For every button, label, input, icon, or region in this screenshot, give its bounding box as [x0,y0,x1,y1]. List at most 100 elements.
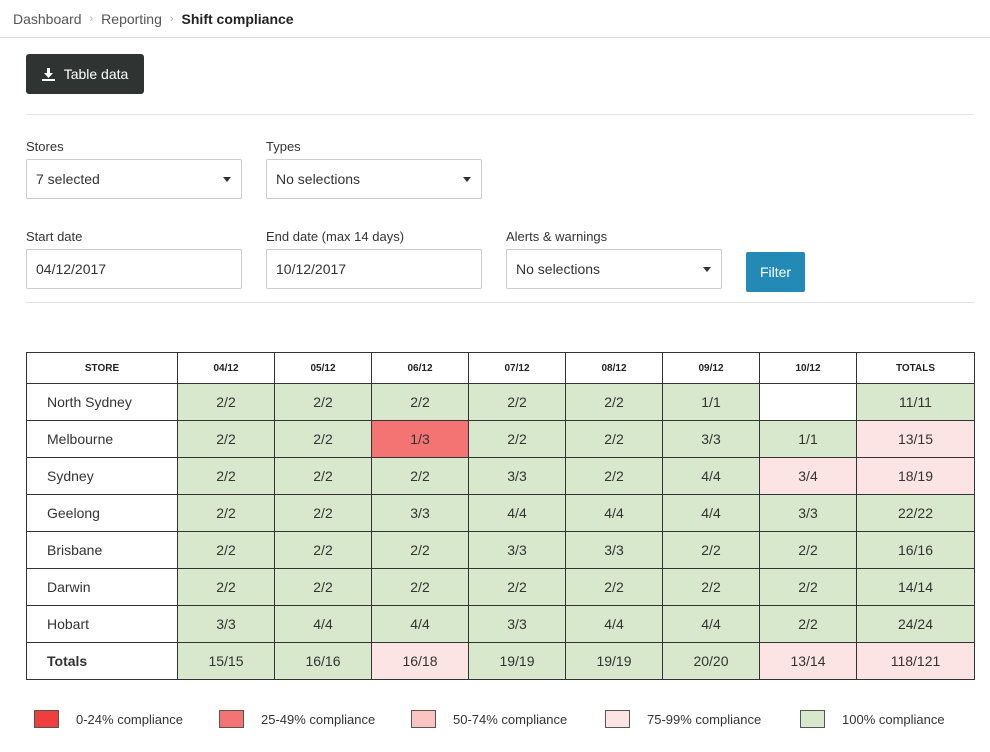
legend-label: 75-99% compliance [647,711,762,727]
compliance-cell: 3/3 [371,494,469,532]
end-date-label: End date (max 14 days) [266,229,405,244]
legend-item: 0-24% compliance [34,710,183,728]
types-label: Types [266,139,301,154]
compliance-cell: 118/121 [856,642,975,680]
table-row: Sydney 2/2 2/2 2/2 3/3 2/2 4/4 3/4 18/19 [26,457,975,495]
compliance-cell: 2/2 [177,383,275,421]
compliance-cell: 2/2 [177,531,275,569]
compliance-cell: 3/3 [759,494,857,532]
compliance-cell: 2/2 [565,383,663,421]
compliance-cell: 22/22 [856,494,975,532]
breadcrumb-current: Shift compliance [181,10,294,27]
legend-swatch [605,710,630,728]
alerts-label: Alerts & warnings [506,229,608,244]
types-select[interactable]: No selections [266,159,482,199]
legend-swatch [411,710,436,728]
compliance-table: STORE 04/12 05/12 06/12 07/12 08/12 09/12 10/12… [26,352,975,680]
chevron-right-icon: › [89,12,94,25]
compliance-cell: 4/4 [274,605,372,643]
compliance-cell: 2/2 [274,494,372,532]
start-date-input[interactable]: 04/12/2017 [26,249,242,289]
compliance-cell: 2/2 [371,531,469,569]
compliance-cell: 2/2 [371,457,469,495]
compliance-cell: 2/2 [759,531,857,569]
compliance-cell: 3/4 [759,457,857,495]
compliance-cell: 2/2 [468,420,566,458]
types-value: No selections [276,171,361,187]
column-header-store: STORE [26,352,178,384]
compliance-cell: 4/4 [662,605,760,643]
compliance-cell: 2/2 [565,420,663,458]
table-data-label: Table data [63,66,129,82]
column-header-date: 06/12 [371,352,469,384]
compliance-cell: 4/4 [662,494,760,532]
chevron-right-icon: › [169,12,174,25]
compliance-cell: 16/16 [274,642,372,680]
caret-down-icon [463,177,471,182]
table-row: Geelong 2/2 2/2 3/3 4/4 4/4 4/4 3/3 22/22 [26,494,975,532]
compliance-cell: 2/2 [468,568,566,606]
breadcrumb-reporting[interactable]: Reporting [101,10,162,27]
compliance-cell: 3/3 [468,457,566,495]
compliance-cell: 14/14 [856,568,975,606]
compliance-cell: 2/2 [177,568,275,606]
compliance-cell: 3/3 [177,605,275,643]
legend-label: 100% compliance [842,711,945,727]
divider [26,114,974,115]
compliance-cell: 2/2 [662,531,760,569]
table-data-button[interactable]: Table data [26,54,144,94]
legend-item: 75-99% compliance [605,710,761,728]
download-icon [41,67,55,81]
compliance-cell: 1/1 [662,383,760,421]
column-header-date: 04/12 [177,352,275,384]
table-header-row: STORE 04/12 05/12 06/12 07/12 08/12 09/12 10/12… [26,352,975,384]
caret-down-icon [703,267,711,272]
end-date-input[interactable]: 10/12/2017 [266,249,482,289]
totals-row: Totals 15/15 16/16 16/18 19/19 19/19 20/20 13/1… [26,642,975,680]
legend-swatch [800,710,825,728]
legend-label: 50-74% compliance [453,711,568,727]
compliance-cell: 16/18 [371,642,469,680]
stores-label: Stores [26,139,64,154]
table-row: Brisbane 2/2 2/2 2/2 3/3 3/3 2/2 2/2 16/16 [26,531,975,569]
compliance-cell: 3/3 [662,420,760,458]
compliance-cell: 16/16 [856,531,975,569]
legend-swatch [219,710,244,728]
column-header-date: 10/12 [759,352,857,384]
breadcrumb-dashboard[interactable]: Dashboard [13,10,82,27]
compliance-cell: 18/19 [856,457,975,495]
store-name: Melbourne [26,420,178,458]
compliance-cell: 2/2 [274,457,372,495]
column-header-date: 07/12 [468,352,566,384]
compliance-cell: 13/15 [856,420,975,458]
compliance-cell: 20/20 [662,642,760,680]
compliance-cell: 4/4 [371,605,469,643]
compliance-cell: 3/3 [565,531,663,569]
store-name: Geelong [26,494,178,532]
compliance-cell: 4/4 [662,457,760,495]
compliance-cell: 13/14 [759,642,857,680]
compliance-cell: 19/19 [468,642,566,680]
alerts-value: No selections [516,261,601,277]
store-name: Darwin [26,568,178,606]
totals-label: Totals [26,642,178,680]
table-row: North Sydney 2/2 2/2 2/2 2/2 2/2 1/1 11/11 [26,383,975,421]
store-name: Sydney [26,457,178,495]
alerts-select[interactable]: No selections [506,249,722,289]
compliance-cell: 3/3 [468,605,566,643]
store-name: Brisbane [26,531,178,569]
compliance-cell: 2/2 [274,531,372,569]
legend-item: 25-49% compliance [219,710,375,728]
filter-button[interactable]: Filter [746,252,805,292]
start-date-value: 04/12/2017 [36,261,107,277]
stores-select[interactable]: 7 selected [26,159,242,199]
compliance-cell: 2/2 [565,457,663,495]
end-date-value: 10/12/2017 [276,261,347,277]
compliance-cell: 2/2 [759,568,857,606]
compliance-cell: 4/4 [565,605,663,643]
caret-down-icon [223,177,231,182]
breadcrumb: Dashboard › Reporting › Shift compliance [0,0,990,38]
compliance-cell: 19/19 [565,642,663,680]
store-name: North Sydney [26,383,178,421]
column-header-totals: TOTALS [856,352,975,384]
